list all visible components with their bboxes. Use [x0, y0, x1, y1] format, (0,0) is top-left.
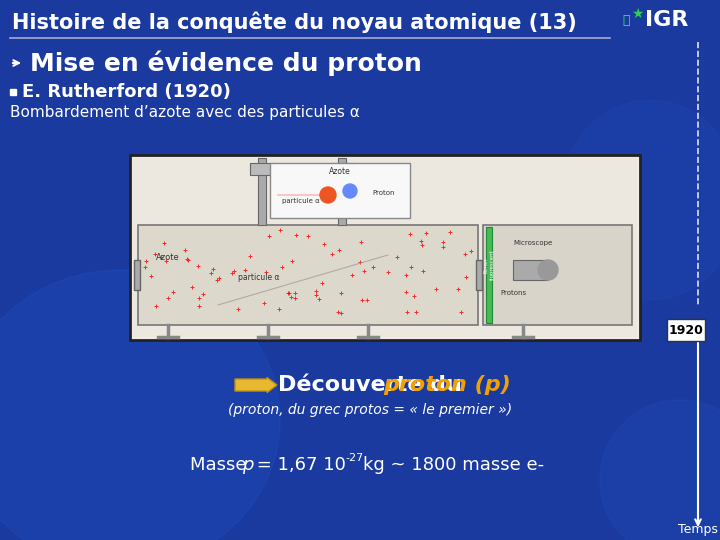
- Text: Bombardement d’azote avec des particules α: Bombardement d’azote avec des particules…: [10, 105, 360, 119]
- Bar: [486, 227, 492, 323]
- Text: (proton, du grec protos = « le premier »): (proton, du grec protos = « le premier »…: [228, 403, 512, 417]
- Text: kg ~ 1800 masse e-: kg ~ 1800 masse e-: [363, 456, 544, 474]
- FancyArrow shape: [235, 377, 277, 393]
- Text: Histoire de la conquête du noyau atomique (13): Histoire de la conquête du noyau atomiqu…: [12, 11, 577, 33]
- Text: Proton: Proton: [372, 190, 395, 196]
- Text: Protons: Protons: [500, 290, 526, 296]
- Circle shape: [343, 184, 357, 198]
- Text: particule α: particule α: [282, 198, 320, 204]
- Bar: [330, 163, 354, 175]
- Text: ★: ★: [631, 7, 644, 21]
- Bar: [133, 158, 637, 337]
- Bar: [250, 163, 274, 175]
- Text: particule α: particule α: [238, 273, 279, 282]
- Text: Temps: Temps: [678, 523, 718, 536]
- Text: 1920: 1920: [669, 323, 703, 336]
- Text: Mise en évidence du proton: Mise en évidence du proton: [30, 50, 422, 76]
- Text: Découverte du: Découverte du: [278, 375, 469, 395]
- Bar: [258, 158, 266, 225]
- Text: E. Rutherford (1920): E. Rutherford (1920): [22, 83, 231, 101]
- Text: IGR: IGR: [645, 10, 688, 30]
- Bar: [476, 260, 482, 290]
- Text: Azote: Azote: [329, 167, 351, 177]
- Bar: [483, 225, 632, 325]
- Ellipse shape: [0, 270, 280, 540]
- Ellipse shape: [560, 100, 720, 300]
- Bar: [134, 260, 140, 290]
- Bar: [338, 158, 346, 225]
- Text: = 1,67 10: = 1,67 10: [251, 456, 346, 474]
- Bar: [138, 225, 478, 325]
- Bar: [130, 155, 640, 340]
- Text: Masse: Masse: [190, 456, 252, 474]
- Text: proton (p): proton (p): [383, 375, 510, 395]
- Bar: [270, 163, 410, 218]
- Ellipse shape: [600, 400, 720, 540]
- Circle shape: [538, 260, 558, 280]
- Text: Microscope: Microscope: [513, 240, 553, 246]
- Bar: [513, 260, 548, 280]
- Text: Azote: Azote: [156, 253, 180, 262]
- FancyBboxPatch shape: [667, 319, 705, 341]
- Text: Ecran
fluorescent: Ecran fluorescent: [484, 249, 495, 280]
- Text: p: p: [242, 456, 253, 474]
- Text: -27: -27: [345, 453, 364, 463]
- Circle shape: [320, 187, 336, 203]
- Text: 🌿: 🌿: [622, 14, 629, 26]
- Bar: [10, 89, 16, 95]
